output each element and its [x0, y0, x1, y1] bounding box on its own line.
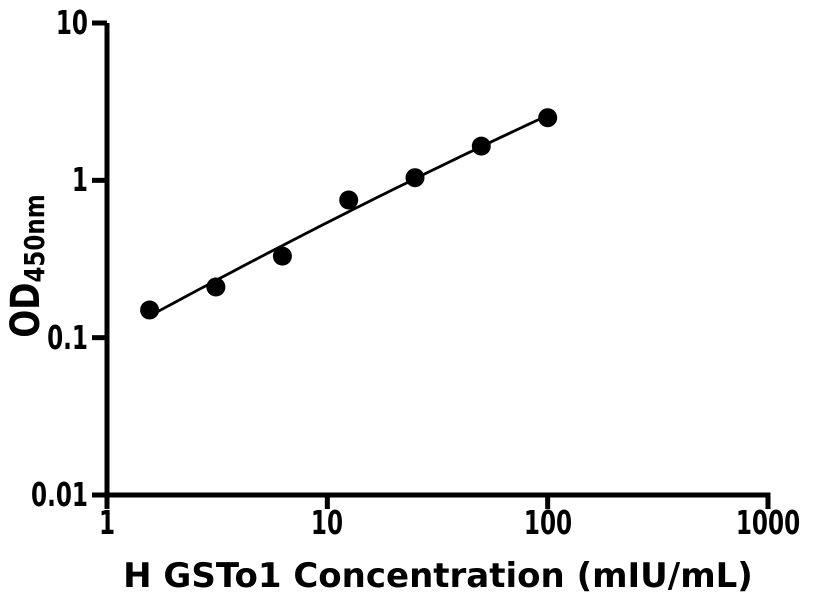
y-tick-label: 0.1 — [47, 317, 88, 357]
data-point — [405, 168, 425, 188]
data-point — [339, 190, 359, 210]
data-point — [538, 108, 558, 128]
y-tick-label: 1 — [71, 160, 88, 200]
y-axis-title-main: OD — [3, 282, 49, 338]
x-tick-label: 1000 — [735, 503, 801, 542]
data-point — [471, 136, 491, 156]
y-axis-title-subscript: 450nm — [18, 194, 51, 283]
data-point — [140, 300, 160, 320]
y-axis-title: OD450nm — [3, 184, 51, 348]
data-point — [206, 277, 226, 297]
data-point — [272, 246, 292, 266]
x-tick-label: 100 — [523, 503, 572, 542]
x-tick-label: 1 — [98, 503, 116, 542]
y-tick-label: 10 — [55, 3, 88, 42]
x-axis-title: H GSTo1 Concentration (mIU/mL) — [123, 556, 753, 596]
x-tick-label: 10 — [311, 503, 344, 542]
y-tick-label: 0.01 — [31, 475, 89, 514]
